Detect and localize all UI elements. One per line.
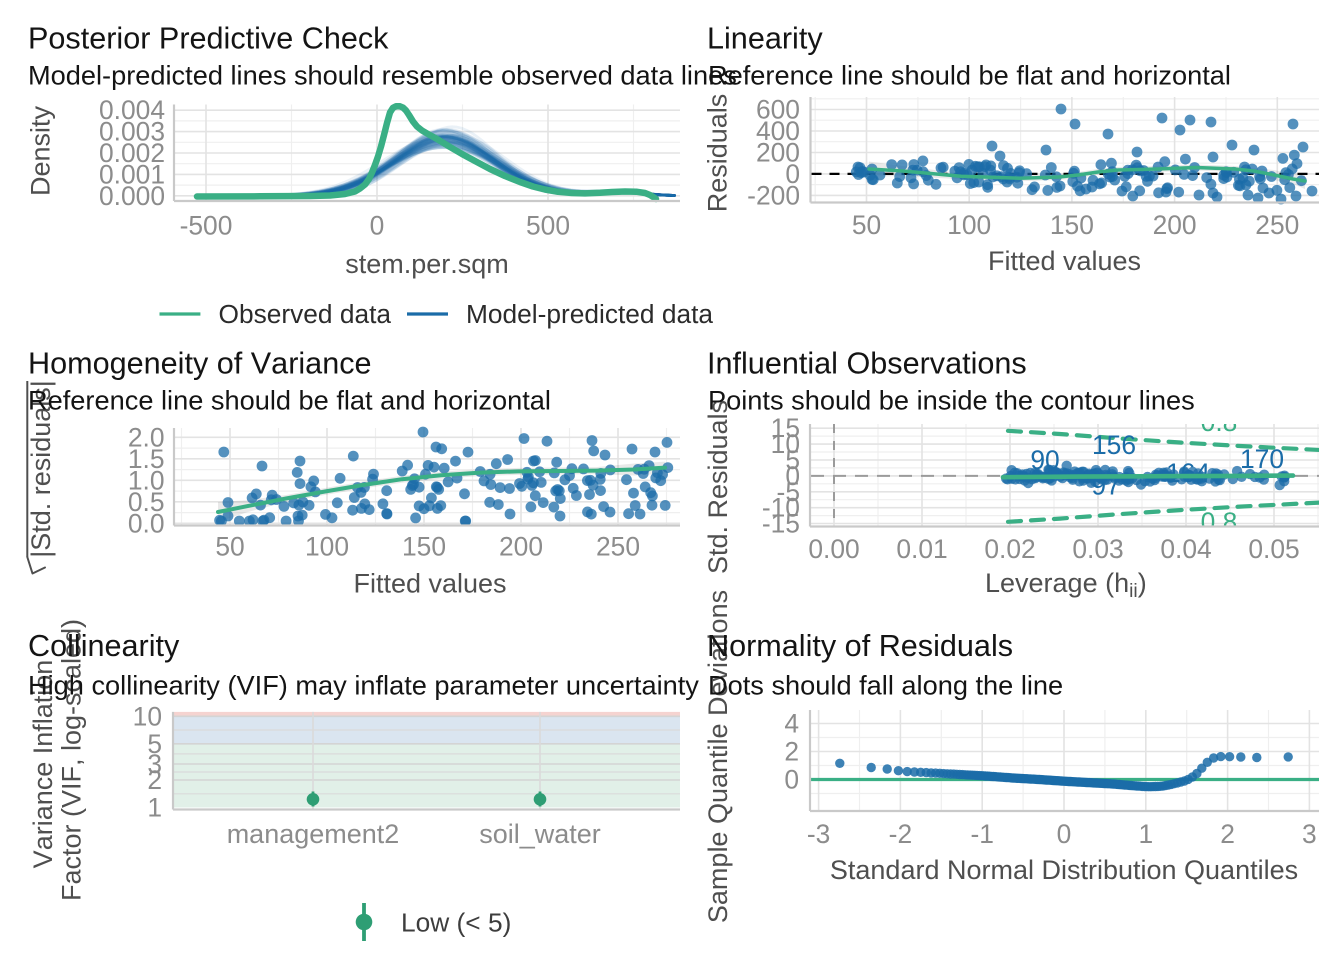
svg-text:Dots should fall along the lin: Dots should fall along the line — [708, 670, 1063, 701]
svg-text:-200: -200 — [747, 180, 800, 210]
svg-text:100: 100 — [305, 532, 349, 562]
svg-text:High collinearity (VIF) may in: High collinearity (VIF) may inflate para… — [28, 670, 699, 701]
svg-text:Normality of Residuals: Normality of Residuals — [707, 629, 1013, 663]
svg-text:Reference line should be flat: Reference line should be flat and horizo… — [708, 60, 1231, 91]
svg-text:Model-predicted data: Model-predicted data — [466, 299, 713, 329]
svg-text:2: 2 — [784, 737, 799, 767]
svg-text:Collinearity: Collinearity — [28, 629, 180, 663]
svg-text:5: 5 — [147, 729, 162, 759]
svg-text:Fitted values: Fitted values — [353, 569, 506, 599]
svg-text:150: 150 — [402, 532, 446, 562]
svg-text:1.0: 1.0 — [128, 465, 165, 495]
svg-text:2: 2 — [147, 765, 162, 795]
svg-text:-2: -2 — [889, 819, 912, 849]
svg-text:-15: -15 — [762, 509, 800, 539]
svg-text:150: 150 — [1050, 210, 1094, 240]
svg-text:500: 500 — [526, 211, 570, 241]
svg-text:0.03: 0.03 — [1072, 534, 1123, 564]
svg-text:0: 0 — [785, 461, 800, 491]
svg-text:Density: Density — [26, 105, 56, 196]
svg-text:management2: management2 — [227, 819, 400, 849]
svg-text:0.04: 0.04 — [1160, 534, 1211, 564]
svg-text:600: 600 — [756, 95, 800, 125]
svg-text:Reference line should be flat: Reference line should be flat and horizo… — [28, 384, 551, 415]
svg-text:1: 1 — [147, 793, 162, 823]
svg-text:Low (< 5): Low (< 5) — [401, 908, 511, 938]
svg-text:Observed data: Observed data — [219, 299, 392, 329]
svg-text:Points should be inside the co: Points should be inside the contour line… — [708, 384, 1195, 415]
svg-text:0.02: 0.02 — [984, 534, 1035, 564]
svg-text:0.001: 0.001 — [99, 159, 165, 189]
svg-text:Posterior Predictive Check: Posterior Predictive Check — [28, 22, 389, 56]
svg-text:15: 15 — [771, 413, 800, 443]
svg-text:10: 10 — [771, 429, 800, 459]
svg-text:0.00: 0.00 — [808, 534, 859, 564]
svg-text:2: 2 — [1220, 819, 1235, 849]
svg-text:50: 50 — [215, 532, 244, 562]
svg-text:-10: -10 — [762, 493, 800, 523]
svg-text:Sample Quantile Deviations: Sample Quantile Deviations — [703, 590, 733, 923]
svg-text:Factor (VIF, log-scaled): Factor (VIF, log-scaled) — [57, 619, 87, 901]
svg-text:2.0: 2.0 — [128, 422, 165, 452]
svg-text:Fitted values: Fitted values — [988, 246, 1141, 276]
svg-text:Residuals: Residuals — [703, 94, 733, 213]
svg-text:400: 400 — [756, 116, 800, 146]
svg-text:200: 200 — [756, 138, 800, 168]
svg-text:0.01: 0.01 — [896, 534, 947, 564]
svg-text:3: 3 — [1302, 819, 1317, 849]
svg-text:0.003: 0.003 — [99, 117, 165, 147]
svg-text:0.5: 0.5 — [128, 487, 165, 517]
svg-text:Standard Normal Distribution Q: Standard Normal Distribution Quantiles — [830, 855, 1298, 885]
svg-text:stem.per.sqm: stem.per.sqm — [345, 249, 509, 279]
svg-text:0.004: 0.004 — [99, 95, 165, 125]
svg-text:Leverage (hii): Leverage (hii) — [985, 568, 1147, 602]
svg-text:0: 0 — [784, 765, 799, 795]
svg-text:soil_water: soil_water — [479, 819, 601, 849]
svg-text:1.5: 1.5 — [128, 444, 165, 474]
svg-text:250: 250 — [596, 532, 640, 562]
svg-text:0.05: 0.05 — [1248, 534, 1299, 564]
svg-text:0: 0 — [370, 211, 385, 241]
svg-text:-5: -5 — [777, 477, 800, 507]
svg-text:170: 170 — [1240, 444, 1284, 474]
svg-text:50: 50 — [852, 210, 881, 240]
svg-text:0: 0 — [1057, 819, 1072, 849]
svg-text:Variance Inflation: Variance Inflation — [28, 660, 58, 869]
svg-text:Linearity: Linearity — [707, 22, 823, 56]
svg-text:3: 3 — [147, 749, 162, 779]
svg-text:-500: -500 — [180, 211, 233, 241]
svg-text:-1: -1 — [970, 819, 993, 849]
svg-text:250: 250 — [1255, 210, 1299, 240]
svg-text:1: 1 — [1138, 819, 1153, 849]
svg-text:|Std. residuals|: |Std. residuals| — [26, 380, 56, 558]
svg-text:200: 200 — [499, 532, 543, 562]
svg-text:200: 200 — [1153, 210, 1197, 240]
svg-text:0.8: 0.8 — [1201, 507, 1238, 537]
svg-text:0: 0 — [785, 159, 800, 189]
svg-text:0.8: 0.8 — [1201, 407, 1238, 437]
svg-text:0.0: 0.0 — [128, 508, 165, 538]
svg-text:156: 156 — [1092, 430, 1136, 460]
svg-text:Std. Residuals: Std. Residuals — [703, 400, 733, 574]
svg-text:10: 10 — [133, 701, 162, 731]
svg-text:Model-predicted lines should r: Model-predicted lines should resemble ob… — [28, 60, 737, 91]
svg-text:Homogeneity of Variance: Homogeneity of Variance — [28, 347, 372, 381]
svg-text:100: 100 — [947, 210, 991, 240]
svg-text:0.000: 0.000 — [99, 181, 165, 211]
svg-text:5: 5 — [785, 445, 800, 475]
svg-text:-3: -3 — [807, 819, 830, 849]
svg-text:Influential Observations: Influential Observations — [707, 347, 1027, 381]
svg-text:0.002: 0.002 — [99, 138, 165, 168]
svg-text:4: 4 — [784, 709, 799, 739]
